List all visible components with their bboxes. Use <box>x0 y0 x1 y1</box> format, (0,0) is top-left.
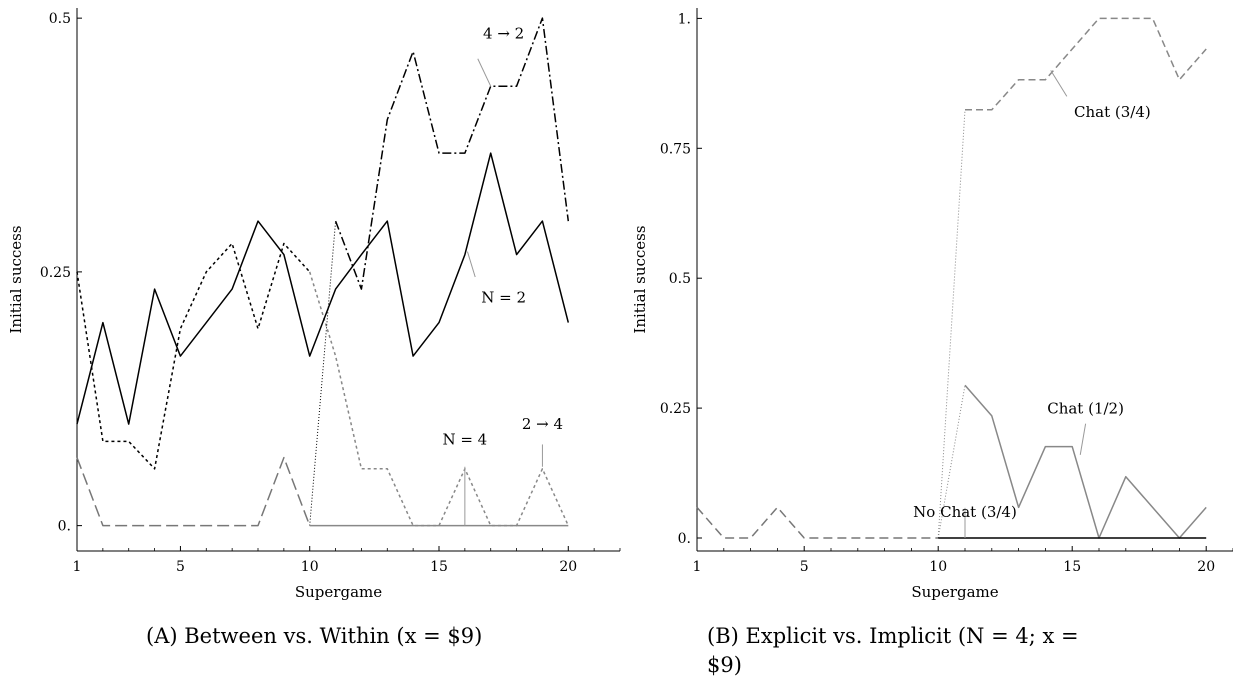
series-line-a-dashed-gray <box>76 456 311 527</box>
annotation-label: 4 → 2 <box>483 24 524 42</box>
series-line-a-dotted-gray <box>308 271 569 527</box>
y-tick-label: 0. <box>58 519 71 535</box>
series-line-b-dotted-bridge <box>937 109 966 539</box>
caption-a: (A) Between vs. Within (x = $9) <box>146 624 483 648</box>
series-line-a-bridge-dotted <box>309 221 337 526</box>
series-line-a-dashdot <box>334 17 570 290</box>
y-tick-label: 0.25 <box>660 401 691 417</box>
y-tick-label: 0.75 <box>660 141 691 157</box>
series-line-a-dotted-black <box>76 242 311 470</box>
x-axis-label: Supergame <box>295 583 382 600</box>
x-tick-label: 10 <box>301 559 319 575</box>
chart-panel-b: 1 5 10 15 200.0.250.50.751.SupergameInitial … <box>631 8 1233 600</box>
annotation-leader <box>477 58 492 87</box>
caption-b-letter: B <box>715 624 731 648</box>
series-line-b-chat-34 <box>965 17 1207 111</box>
x-tick-label: 5 <box>176 559 185 575</box>
caption-a-text: Between vs. Within (x = $9) <box>184 624 483 648</box>
y-tick-label: 1. <box>678 11 691 27</box>
caption-b: (B) Explicit vs. Implicit (N = 4; x = $9… <box>707 622 1087 680</box>
x-tick-label: 5 <box>800 559 809 575</box>
y-tick-label: 0.5 <box>49 11 71 27</box>
y-tick-label: 0.5 <box>669 271 691 287</box>
annotation-leader <box>1079 423 1087 455</box>
x-tick-label: 10 <box>929 559 947 575</box>
x-tick-label: 1 <box>73 559 82 575</box>
x-tick-label: 15 <box>1063 559 1081 575</box>
annotation-label: Chat (3/4) <box>1074 103 1151 121</box>
caption-b-text-line1: Explicit vs. Implicit (N = 4; x = <box>745 624 1079 648</box>
annotation-label: No Chat (3/4) <box>913 503 1017 521</box>
x-tick-label: 15 <box>430 559 448 575</box>
x-tick-label: 1 <box>693 559 702 575</box>
x-axis-label: Supergame <box>911 583 998 600</box>
annotation-label: 2 → 4 <box>522 415 563 433</box>
x-tick-label: 20 <box>1197 559 1215 575</box>
annotation-label: Chat (1/2) <box>1047 399 1124 417</box>
annotation-label: N = 4 <box>442 430 487 448</box>
caption-b-text-line2: $9) <box>707 653 742 677</box>
series-line-b-dotted-bridge2 <box>937 385 966 539</box>
annotation-label: N = 2 <box>481 288 526 306</box>
y-tick-label: 0.25 <box>40 265 71 281</box>
caption-a-letter: A <box>154 624 170 648</box>
series-line-a-solid-black <box>76 152 570 425</box>
y-axis-label: Initial success <box>631 225 649 333</box>
series-line-b-dashed-gray-early <box>696 506 939 539</box>
x-tick-label: 20 <box>559 559 577 575</box>
y-tick-label: 0. <box>678 531 691 547</box>
annotation-leader <box>1050 70 1068 97</box>
annotation-leader <box>466 251 476 278</box>
y-axis-label: Initial success <box>7 225 25 333</box>
series-line-b-chat-12 <box>964 384 1207 539</box>
